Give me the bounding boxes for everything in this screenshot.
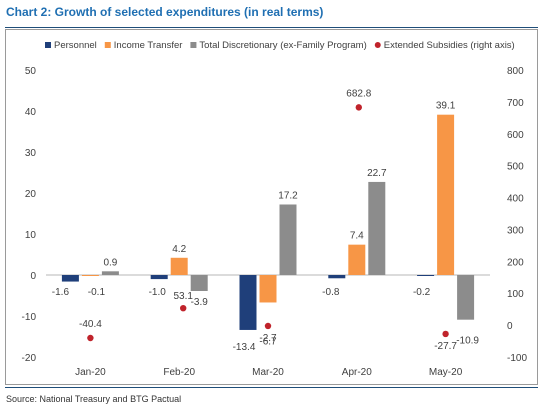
extended-subsidies-point (180, 304, 187, 312)
y-left-tick-label: -10 (22, 312, 37, 323)
bar-value-label: 7.4 (350, 231, 364, 242)
source-note: Source: National Treasury and BTG Pactua… (6, 394, 182, 404)
y-right-tick-label: 600 (507, 130, 524, 141)
scatter-value-label: -2.7 (259, 333, 277, 344)
extended-subsidies-point (264, 322, 272, 330)
bar-personnel (239, 275, 257, 330)
legend-marker (45, 42, 51, 48)
title-rule (5, 27, 538, 28)
bar-value-label: 22.7 (367, 168, 387, 179)
x-tick-label: Apr-20 (342, 367, 372, 378)
legend-marker (374, 42, 381, 48)
bar-value-label: 17.2 (278, 190, 298, 201)
y-left-tick-label: 30 (25, 148, 37, 159)
bar-total-discretionary-ex-family-program- (279, 204, 297, 275)
bar-personnel (61, 275, 79, 282)
legend-marker (190, 42, 197, 48)
y-left-tick-label: 50 (25, 66, 37, 77)
bar-personnel (150, 275, 168, 280)
bar-value-label: 4.2 (172, 244, 186, 255)
bar-value-label: -0.1 (88, 287, 106, 298)
y-left-tick-label: -20 (22, 353, 37, 364)
x-tick-label: Jan-20 (75, 367, 106, 378)
bar-total-discretionary-ex-family-program- (190, 275, 208, 291)
bar-total-discretionary-ex-family-program- (101, 271, 119, 275)
legend-label: Extended Subsidies (right axis) (384, 40, 515, 51)
bar-value-label: -0.2 (413, 287, 431, 298)
bar-personnel (328, 275, 346, 279)
y-right-tick-label: 0 (507, 321, 513, 332)
x-tick-label: Mar-20 (252, 367, 284, 378)
legend-label: Personnel (54, 40, 97, 51)
bar-income-transfer (348, 244, 366, 275)
bar-value-label: -1.0 (149, 287, 167, 298)
bar-value-label: -1.6 (52, 287, 70, 298)
y-right-tick-label: 700 (507, 98, 524, 109)
bar-income-transfer (81, 275, 99, 276)
bar-income-transfer (437, 114, 455, 275)
x-tick-label: Feb-20 (163, 367, 195, 378)
bar-value-label: -0.8 (322, 287, 340, 298)
bar-value-label: -6.7 (259, 336, 277, 347)
bar-total-discretionary-ex-family-program- (368, 181, 386, 275)
bar-value-label: 39.1 (436, 101, 456, 112)
y-right-tick-label: 500 (507, 162, 524, 173)
extended-subsidies-point (355, 104, 362, 111)
y-left-tick-label: 20 (25, 189, 37, 200)
bar-personnel (417, 275, 435, 276)
bar-value-label: -13.4 (233, 342, 256, 353)
y-right-tick-label: 300 (507, 225, 524, 236)
bar-value-label: -3.9 (191, 297, 209, 308)
y-left-tick-label: 40 (25, 107, 37, 118)
x-tick-label: May-20 (429, 367, 463, 378)
chart-title: Chart 2: Growth of selected expenditures… (6, 5, 324, 19)
y-right-tick-label: -100 (507, 353, 527, 364)
scatter-value-label: -40.4 (79, 319, 102, 330)
extended-subsidies-point (87, 334, 94, 342)
legend-label: Income Transfer (114, 40, 183, 51)
legend-marker (104, 42, 111, 48)
bar-income-transfer (259, 275, 277, 303)
source-rule (5, 387, 538, 388)
bar-total-discretionary-ex-family-program- (457, 275, 475, 320)
legend-label: Total Discretionary (ex-Family Program) (199, 40, 366, 51)
y-right-tick-label: 400 (507, 194, 524, 205)
bar-income-transfer (170, 257, 188, 275)
y-right-tick-label: 100 (507, 289, 524, 300)
y-right-tick-label: 800 (507, 66, 524, 77)
extended-subsidies-point (442, 330, 449, 338)
y-right-tick-label: 200 (507, 257, 524, 268)
chart-frame (5, 29, 538, 385)
bar-value-label: 0.9 (103, 257, 117, 268)
scatter-value-label: 53.1 (173, 291, 193, 302)
y-left-tick-label: 0 (30, 271, 36, 282)
scatter-value-label: 682.8 (346, 88, 371, 99)
y-left-tick-label: 10 (25, 230, 37, 241)
bar-value-label: -10.9 (456, 336, 479, 347)
scatter-value-label: -27.7 (434, 341, 457, 352)
